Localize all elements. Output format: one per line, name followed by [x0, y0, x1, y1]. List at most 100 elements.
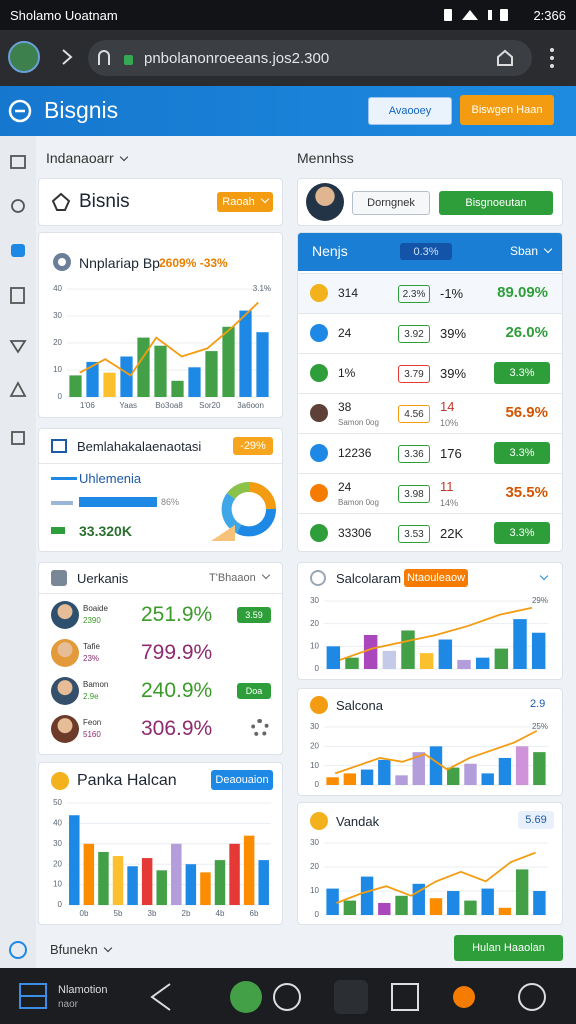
- bar: [447, 891, 460, 915]
- row-value: 26.0%: [505, 324, 548, 341]
- summary-title: Bemlahakalaenaotasi: [77, 439, 202, 454]
- bar: [481, 773, 494, 785]
- bar: [447, 767, 460, 785]
- row-mid: 14: [440, 399, 455, 414]
- x-tick-label: 2b: [182, 909, 191, 918]
- member-settings[interactable]: [251, 719, 269, 737]
- profile-avatar[interactable]: [8, 41, 40, 73]
- nav-icon[interactable]: [18, 982, 48, 1010]
- back-button[interactable]: [150, 983, 171, 1011]
- bar: [498, 757, 512, 785]
- secondary-button[interactable]: Avaooey: [368, 97, 452, 125]
- bar: [378, 903, 391, 915]
- bar: [83, 843, 95, 905]
- card-button[interactable]: Ntaouleaow: [404, 569, 468, 587]
- row-label: 1%: [338, 366, 356, 380]
- panka-title: Panka Halcan: [77, 772, 177, 789]
- y-tick-label: 20: [310, 741, 319, 750]
- profile-action[interactable]: Bisgnoeutan: [439, 191, 553, 215]
- circle-button[interactable]: [273, 983, 301, 1011]
- bar: [494, 648, 509, 669]
- member-value: 306.9%: [141, 717, 213, 740]
- rail-icon[interactable]: [10, 287, 25, 304]
- profile-button[interactable]: Dorngnek: [352, 191, 430, 215]
- share-icon[interactable]: [494, 48, 516, 68]
- member-name: Tafie: [83, 642, 100, 651]
- menu-icon[interactable]: [548, 46, 556, 70]
- team-filter[interactable]: T'Bhaaon: [209, 572, 269, 584]
- table-sort[interactable]: Sban: [510, 244, 551, 258]
- panka-icon: [51, 772, 69, 790]
- chart-card: Salcolaram Ntaouleaow 0 10 20 30 29%: [297, 562, 563, 680]
- bar: [533, 752, 546, 785]
- url-text: pnbolanonroeeans.jos2.300: [144, 50, 330, 67]
- card-title: Salcona: [336, 698, 383, 713]
- trend-line: [79, 301, 259, 377]
- row-mid: 176: [440, 446, 462, 461]
- rail-icon[interactable]: [11, 244, 25, 257]
- footer-dropdown[interactable]: Bfunekn: [50, 942, 111, 957]
- bar: [395, 775, 408, 785]
- x-tick-label: Sor20: [199, 401, 221, 410]
- member-value: 799.9%: [141, 641, 213, 664]
- row-mid: 39%: [440, 366, 467, 381]
- row-label: 24: [338, 326, 352, 340]
- x-tick-label: 1'06: [80, 401, 95, 410]
- trend-line: [334, 730, 538, 775]
- footer-button[interactable]: Hulan Haaolan: [454, 935, 563, 961]
- bar: [481, 888, 494, 915]
- bar: [103, 372, 116, 397]
- bar: [343, 900, 357, 915]
- card-chart: 0 10 20 30 29%: [310, 596, 548, 673]
- business-button[interactable]: Raoah: [217, 192, 273, 212]
- overview-card: Nnplariap Bp 2609% -33% 0 10 20 30 40 1'06 Yaa…: [38, 232, 283, 418]
- bar: [141, 858, 153, 905]
- grid-button[interactable]: [391, 983, 419, 1011]
- bar: [239, 310, 252, 397]
- status-icons: [444, 8, 514, 21]
- settings-button[interactable]: [518, 983, 546, 1011]
- left-dropdown[interactable]: Indanaoarr: [46, 150, 127, 166]
- nav-label: Nlamotion: [58, 984, 108, 996]
- row-icon: [310, 324, 328, 342]
- row-value-button[interactable]: 3.3%: [494, 442, 550, 464]
- primary-button[interactable]: Biswgen Haan: [460, 95, 554, 125]
- chart-annotation: 29%: [532, 596, 548, 605]
- bar: [412, 883, 425, 915]
- row-value-button[interactable]: 3.3%: [494, 522, 550, 544]
- y-tick-label: 20: [53, 859, 62, 868]
- y-tick-label: 30: [310, 838, 319, 847]
- card-badge: 2.9: [530, 698, 546, 710]
- row-mid: -1%: [440, 286, 464, 301]
- row-icon: [310, 284, 328, 302]
- rail-icon[interactable]: [9, 340, 27, 354]
- bar: [222, 326, 235, 397]
- table-row: 24 Bamon 0og 3.98 11 14% 35.5%: [298, 473, 562, 514]
- rail-icon[interactable]: [9, 381, 27, 397]
- card-toggle[interactable]: [534, 569, 547, 587]
- bar: [343, 773, 357, 785]
- y-tick-label: 10: [310, 641, 319, 650]
- row-mid-sub: 10%: [440, 418, 459, 428]
- x-tick-label: Bo3oa8: [155, 401, 183, 410]
- member-sub: 2390: [83, 616, 101, 625]
- home-button[interactable]: [230, 981, 262, 1013]
- y-tick-label: 20: [310, 619, 319, 628]
- forward-icon[interactable]: [60, 48, 74, 66]
- apps-button[interactable]: [334, 980, 368, 1014]
- rail-icon[interactable]: [11, 199, 25, 213]
- y-tick-label: 10: [53, 365, 62, 374]
- table-title: Nenjs: [312, 243, 348, 259]
- row-label: 24: [338, 480, 352, 494]
- record-button[interactable]: [453, 986, 475, 1008]
- bar: [258, 860, 269, 905]
- rail-icon[interactable]: [11, 431, 25, 445]
- url-field[interactable]: pnbolanonroeeans.jos2.300: [88, 40, 532, 76]
- header-icon[interactable]: [8, 99, 32, 123]
- panka-button[interactable]: Deaouaion: [211, 770, 273, 790]
- row-value-button[interactable]: 3.3%: [494, 362, 550, 384]
- rail-icon[interactable]: [9, 941, 27, 959]
- status-icon-set: [444, 9, 508, 21]
- rail-icon[interactable]: [10, 155, 26, 169]
- bar: [345, 657, 359, 669]
